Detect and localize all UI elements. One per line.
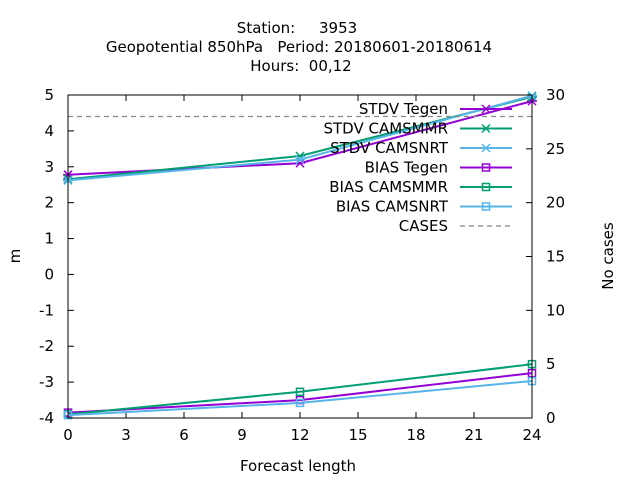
legend-label: CASES (399, 217, 448, 235)
y-tick-label: 0 (44, 265, 54, 283)
y2-tick-label: 30 (546, 86, 565, 104)
y-tick-label: 2 (44, 194, 54, 212)
legend-label: BIAS Tegen (365, 159, 448, 177)
y2-tick-label: 15 (546, 248, 565, 266)
y2-tick-label: 5 (546, 355, 556, 373)
chart-title: Station: 3953 Geopotential 850hPa Period… (106, 19, 492, 75)
x-tick-label: 6 (179, 426, 189, 444)
y2-tick-label: 25 (546, 140, 565, 158)
y2-tick-label: 0 (546, 409, 556, 427)
legend-marker (481, 202, 491, 211)
legend-label: BIAS CAMSMMR (329, 178, 448, 196)
x-tick-label: 0 (63, 426, 73, 444)
x-tick-label: 24 (522, 426, 541, 444)
data-point (295, 387, 305, 397)
series-line-6 (67, 380, 533, 417)
data-point (295, 155, 305, 165)
legend-label: STDV CAMSMMR (323, 120, 448, 138)
y-tick-label: 4 (44, 122, 54, 140)
y-tick-label: 3 (44, 158, 54, 176)
legend-marker (481, 143, 491, 153)
plot-border (67, 94, 533, 419)
x-tick-label: 15 (348, 426, 367, 444)
x-tick-label: 18 (406, 426, 425, 444)
series-layer (63, 91, 537, 420)
y-tick-label: -4 (39, 409, 54, 427)
legend-label: STDV CAMSNRT (330, 139, 449, 157)
y2-tick-label: 20 (546, 194, 565, 212)
data-point (295, 398, 305, 408)
legend-label: STDV Tegen (359, 100, 448, 118)
y-tick-label: -3 (39, 373, 54, 391)
legend-marker (481, 163, 491, 172)
chart-title-line-3: Hours: 00,12 (250, 57, 351, 75)
x-tick-label: 21 (464, 426, 483, 444)
legend-label: BIAS CAMSNRT (336, 198, 449, 216)
y-tick-label: -1 (39, 301, 54, 319)
x-axis-label: Forecast length (240, 457, 356, 475)
y-tick-label: 5 (44, 86, 54, 104)
y-axis-label: m (6, 249, 24, 264)
y2-tick-label: 10 (546, 301, 565, 319)
x-tick-label: 9 (237, 426, 247, 444)
y-tick-label: 1 (44, 230, 54, 248)
x-tick-label: 3 (121, 426, 131, 444)
x-tick-label: 12 (290, 426, 309, 444)
y-tick-label: -2 (39, 337, 54, 355)
chart-title-line-2: Geopotential 850hPa Period: 20180601-201… (106, 38, 492, 56)
chart-title-line-1: Station: 3953 (237, 19, 357, 37)
series-line-5 (67, 363, 533, 416)
legend-marker (481, 123, 491, 134)
y2-axis-label: No cases (599, 222, 617, 290)
legend-marker (481, 104, 491, 114)
legend-marker (481, 182, 491, 192)
